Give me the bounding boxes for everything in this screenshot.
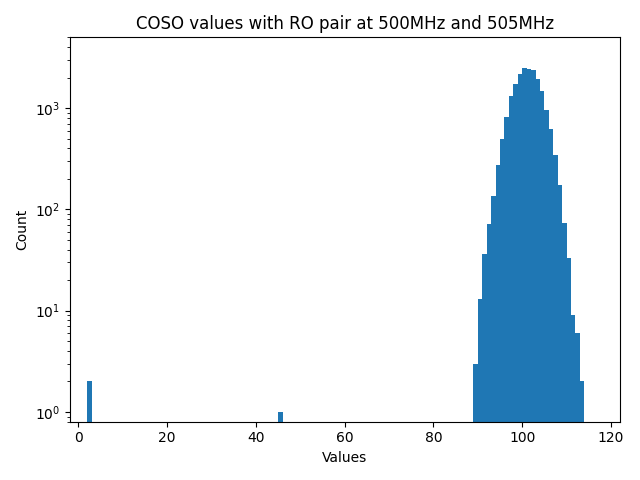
Bar — [483, 254, 486, 480]
Bar — [509, 96, 513, 480]
Bar — [478, 299, 483, 480]
Bar — [553, 155, 557, 480]
Bar — [513, 84, 518, 480]
Bar — [545, 109, 549, 480]
Bar — [571, 315, 575, 480]
Bar — [500, 140, 504, 480]
Bar — [531, 70, 536, 480]
Bar — [278, 412, 283, 480]
Bar — [527, 69, 531, 480]
Title: COSO values with RO pair at 500MHz and 505MHz: COSO values with RO pair at 500MHz and 5… — [136, 15, 554, 33]
Bar — [522, 69, 527, 480]
Y-axis label: Count: Count — [15, 209, 29, 250]
Bar — [518, 73, 522, 480]
Bar — [504, 117, 509, 480]
X-axis label: Values: Values — [322, 451, 367, 465]
Bar — [580, 382, 584, 480]
Bar — [536, 79, 540, 480]
Bar — [486, 224, 491, 480]
Bar — [540, 91, 545, 480]
Bar — [87, 382, 92, 480]
Bar — [495, 165, 500, 480]
Bar — [562, 223, 566, 480]
Bar — [474, 363, 478, 480]
Bar — [491, 196, 495, 480]
Bar — [557, 185, 562, 480]
Bar — [575, 333, 580, 480]
Bar — [549, 129, 553, 480]
Bar — [566, 258, 571, 480]
